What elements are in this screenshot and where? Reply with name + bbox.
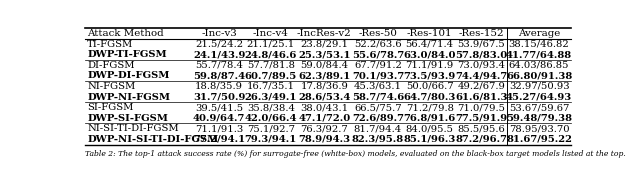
Text: 58.7/74.6: 58.7/74.6 — [352, 93, 404, 101]
Text: DI-FGSM: DI-FGSM — [87, 61, 134, 70]
Text: 59.48/79.38: 59.48/79.38 — [506, 114, 572, 123]
Text: NI-FGSM: NI-FGSM — [87, 82, 136, 91]
Text: -Inc-v3: -Inc-v3 — [201, 29, 237, 38]
Text: 52.2/63.6: 52.2/63.6 — [354, 40, 402, 49]
Text: 57.8/83.0: 57.8/83.0 — [455, 50, 508, 59]
Text: 47.1/72.0: 47.1/72.0 — [298, 114, 351, 123]
Text: 85.1/96.3: 85.1/96.3 — [403, 135, 456, 144]
Text: 53.67/59.67: 53.67/59.67 — [509, 103, 570, 112]
Text: 71.0/79.5: 71.0/79.5 — [458, 103, 506, 112]
Text: 77.5/91.9: 77.5/91.9 — [455, 114, 508, 123]
Text: 35.8/38.4: 35.8/38.4 — [247, 103, 295, 112]
Text: 49.2/67.9: 49.2/67.9 — [458, 82, 505, 91]
Text: 53.9/67.5: 53.9/67.5 — [458, 40, 505, 49]
Text: 59.0/84.4: 59.0/84.4 — [300, 61, 348, 70]
Text: 21.5/24.2: 21.5/24.2 — [195, 40, 243, 49]
Text: DWP-DI-FGSM: DWP-DI-FGSM — [87, 71, 170, 80]
Text: 76.8/91.6: 76.8/91.6 — [404, 114, 456, 123]
Text: 71.1/91.9: 71.1/91.9 — [406, 61, 454, 70]
Text: 57.7/81.8: 57.7/81.8 — [247, 61, 295, 70]
Text: 38.0/43.1: 38.0/43.1 — [300, 103, 348, 112]
Text: 73.0/93.4: 73.0/93.4 — [458, 61, 506, 70]
Text: 24.8/46.6: 24.8/46.6 — [244, 50, 297, 59]
Text: 84.0/95.5: 84.0/95.5 — [406, 124, 454, 133]
Text: TI-FGSM: TI-FGSM — [87, 40, 133, 49]
Text: 78.95/93.70: 78.95/93.70 — [509, 124, 570, 133]
Text: 60.7/89.5: 60.7/89.5 — [244, 71, 297, 80]
Text: 66.5/75.7: 66.5/75.7 — [354, 103, 402, 112]
Text: 55.7/78.4: 55.7/78.4 — [195, 61, 243, 70]
Text: 55.6/78.7: 55.6/78.7 — [352, 50, 404, 59]
Text: DWP-NI-FGSM: DWP-NI-FGSM — [87, 93, 170, 101]
Text: 67.7/91.2: 67.7/91.2 — [354, 61, 402, 70]
Text: 40.9/64.7: 40.9/64.7 — [193, 114, 245, 123]
Text: -Res-101: -Res-101 — [407, 29, 452, 38]
Text: 71.1/91.3: 71.1/91.3 — [195, 124, 243, 133]
Text: 18.8/35.9: 18.8/35.9 — [195, 82, 243, 91]
Text: -Res-50: -Res-50 — [358, 29, 397, 38]
Text: SI-FGSM: SI-FGSM — [87, 103, 134, 112]
Text: 45.27/64.93: 45.27/64.93 — [506, 93, 572, 101]
Text: 41.77/64.88: 41.77/64.88 — [506, 50, 572, 59]
Text: 62.3/89.1: 62.3/89.1 — [298, 71, 351, 80]
Text: 81.67/95.22: 81.67/95.22 — [506, 135, 572, 144]
Text: 77.2/94.1: 77.2/94.1 — [193, 135, 245, 144]
Text: 26.3/49.1: 26.3/49.1 — [244, 93, 297, 101]
Text: 72.6/89.7: 72.6/89.7 — [352, 114, 404, 123]
Text: 74.4/94.7: 74.4/94.7 — [455, 71, 508, 80]
Text: Average: Average — [518, 29, 560, 38]
Text: 63.0/84.0: 63.0/84.0 — [403, 50, 456, 59]
Text: 23.8/29.1: 23.8/29.1 — [300, 40, 348, 49]
Text: 64.7/80.3: 64.7/80.3 — [403, 93, 456, 101]
Text: 79.3/94.1: 79.3/94.1 — [244, 135, 297, 144]
Text: DWP-NI-SI-TI-DI-FGSM: DWP-NI-SI-TI-DI-FGSM — [87, 135, 218, 144]
Text: 39.5/41.5: 39.5/41.5 — [195, 103, 243, 112]
Text: 76.3/92.7: 76.3/92.7 — [301, 124, 348, 133]
Text: 38.15/46.82: 38.15/46.82 — [509, 40, 570, 49]
Text: 24.1/43.9: 24.1/43.9 — [193, 50, 245, 59]
Text: 61.6/81.3: 61.6/81.3 — [455, 93, 508, 101]
Text: 73.5/93.9: 73.5/93.9 — [404, 71, 456, 80]
Text: 81.7/94.4: 81.7/94.4 — [354, 124, 402, 133]
Text: 56.4/71.4: 56.4/71.4 — [406, 40, 454, 49]
Text: 50.0/66.7: 50.0/66.7 — [406, 82, 454, 91]
Text: 21.1/25.1: 21.1/25.1 — [246, 40, 295, 49]
Text: 71.2/79.8: 71.2/79.8 — [406, 103, 454, 112]
Text: 66.80/91.38: 66.80/91.38 — [506, 71, 572, 80]
Text: DWP-SI-FGSM: DWP-SI-FGSM — [87, 114, 168, 123]
Text: 85.5/95.6: 85.5/95.6 — [458, 124, 505, 133]
Text: 32.97/50.93: 32.97/50.93 — [509, 82, 570, 91]
Text: 17.8/36.9: 17.8/36.9 — [300, 82, 348, 91]
Text: 42.0/66.4: 42.0/66.4 — [244, 114, 297, 123]
Text: 28.6/53.4: 28.6/53.4 — [298, 93, 351, 101]
Text: -Res-152: -Res-152 — [458, 29, 504, 38]
Text: -Inc-v4: -Inc-v4 — [253, 29, 289, 38]
Text: 16.7/35.1: 16.7/35.1 — [247, 82, 295, 91]
Text: DWP-TI-FGSM: DWP-TI-FGSM — [87, 50, 167, 59]
Text: 25.3/53.1: 25.3/53.1 — [298, 50, 351, 59]
Text: 82.3/95.8: 82.3/95.8 — [352, 135, 404, 144]
Text: 87.2/96.7: 87.2/96.7 — [455, 135, 508, 144]
Text: -IncRes-v2: -IncRes-v2 — [297, 29, 352, 38]
Text: 75.1/92.7: 75.1/92.7 — [247, 124, 295, 133]
Text: NI-SI-TI-DI-FGSM: NI-SI-TI-DI-FGSM — [87, 124, 179, 133]
Text: Attack Method: Attack Method — [87, 29, 164, 38]
Text: 70.1/93.7: 70.1/93.7 — [352, 71, 404, 80]
Text: Table 2: The top-1 attack success rate (%) for surrogate-free (white-box) models: Table 2: The top-1 attack success rate (… — [85, 150, 626, 158]
Text: 45.3/63.1: 45.3/63.1 — [354, 82, 402, 91]
Text: 31.7/50.9: 31.7/50.9 — [193, 93, 245, 101]
Text: 78.9/94.3: 78.9/94.3 — [298, 135, 351, 144]
Text: 64.03/86.85: 64.03/86.85 — [509, 61, 570, 70]
Text: 59.8/87.4: 59.8/87.4 — [193, 71, 245, 80]
